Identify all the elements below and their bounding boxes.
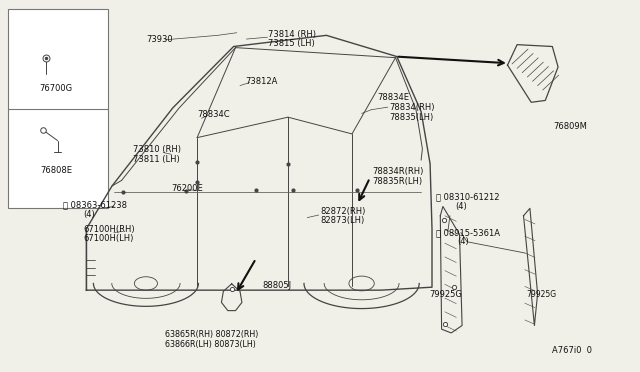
Bar [8,9,108,208]
Text: 78835(LH): 78835(LH) [389,113,433,122]
Text: Ⓢ 08310-61212: Ⓢ 08310-61212 [436,193,500,202]
Text: 73930: 73930 [146,35,173,44]
Text: Ⓢ 08363-61238: Ⓢ 08363-61238 [63,201,127,210]
Text: (4): (4) [457,237,468,246]
Text: 73811 (LH): 73811 (LH) [133,155,180,164]
Text: 63865R(RH) 80872(RH): 63865R(RH) 80872(RH) [165,330,259,339]
Text: 79925G: 79925G [526,290,556,299]
Text: 78834C: 78834C [197,110,230,119]
Text: 76200E: 76200E [172,185,204,193]
Text: 73812A: 73812A [245,77,278,86]
Text: 76809M: 76809M [554,122,588,131]
Text: 88805J: 88805J [262,281,292,290]
Text: 67100H(RH): 67100H(RH) [83,225,135,234]
Text: 78835R(LH): 78835R(LH) [372,177,422,186]
Text: 76808E: 76808E [40,166,72,175]
Text: Ⓝ 08915-5361A: Ⓝ 08915-5361A [436,228,500,237]
Text: 73815 (LH): 73815 (LH) [268,39,314,48]
Text: 82873(LH): 82873(LH) [320,216,364,225]
Text: 78834(RH): 78834(RH) [389,103,435,112]
Text: 63866R(LH) 80873(LH): 63866R(LH) 80873(LH) [165,340,256,349]
Text: 73810 (RH): 73810 (RH) [133,145,181,154]
Text: 79925G: 79925G [429,290,461,299]
Text: 78834R(RH): 78834R(RH) [372,167,424,176]
Text: (4): (4) [83,210,95,219]
Text: 82872(RH): 82872(RH) [320,207,365,216]
Text: 78834E: 78834E [378,93,410,102]
Text: A767i0  0: A767i0 0 [552,346,591,355]
Text: 76700G: 76700G [40,84,73,93]
Text: 73814 (RH): 73814 (RH) [268,30,316,39]
Text: (4): (4) [456,202,467,211]
Text: 67100H(LH): 67100H(LH) [83,234,134,243]
